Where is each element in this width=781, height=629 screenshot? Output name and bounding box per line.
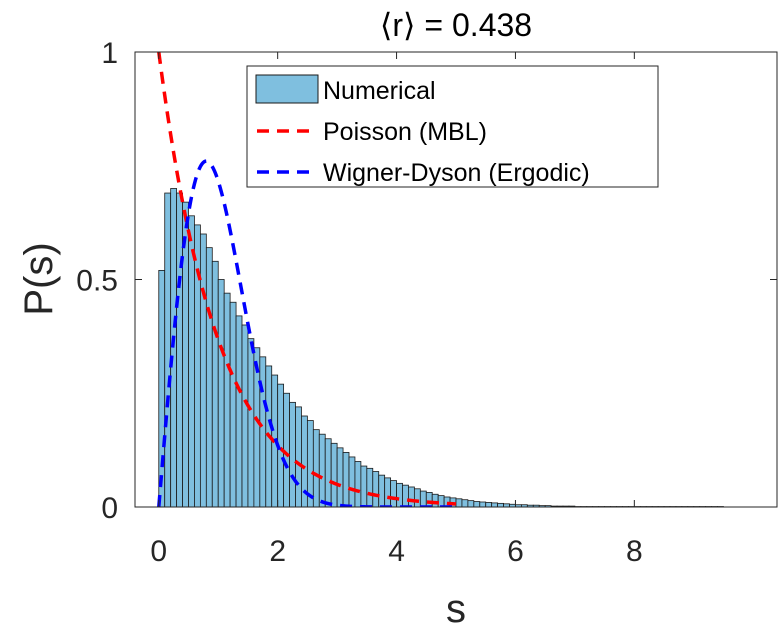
histogram-bar — [378, 474, 386, 508]
histogram-bar — [425, 492, 433, 508]
curves — [157, 52, 457, 507]
y-axis-label: P(s) — [17, 242, 61, 315]
poisson-curve — [157, 52, 457, 506]
histogram-bar — [229, 301, 237, 508]
histogram-bar — [194, 224, 201, 508]
histogram-bar — [247, 338, 255, 508]
histogram-bar — [289, 401, 296, 508]
x-tick-label: 4 — [388, 535, 405, 568]
x-tick-label: 2 — [269, 535, 286, 568]
y-tick-label: 0 — [101, 492, 118, 525]
histogram-bar — [413, 488, 421, 508]
y-tick-label: 1 — [101, 37, 118, 70]
histogram-bar — [199, 233, 207, 508]
histogram-bar — [324, 438, 332, 508]
histogram-bar — [295, 406, 302, 508]
histogram-bar — [372, 471, 380, 508]
legend-label-poisson: Poisson (MBL) — [323, 118, 487, 146]
histogram-bar — [461, 499, 469, 508]
x-axis-ticks: 0 2 4 6 8 — [150, 52, 643, 568]
y-axis-ticks: 00.51 — [76, 37, 777, 525]
histogram-bar — [431, 493, 439, 508]
histogram-bar — [164, 192, 172, 508]
histogram-bar — [384, 477, 392, 508]
x-tick-label: 6 — [507, 535, 524, 568]
histogram-bar — [360, 465, 368, 508]
histogram-bar — [235, 315, 243, 508]
legend: Numerical Poisson (MBL) Wigner-Dyson (Er… — [246, 65, 659, 188]
x-tick-label: 8 — [626, 535, 643, 568]
histogram-bar — [158, 269, 166, 508]
legend-label-wigner-dyson: Wigner-Dyson (Ergodic) — [323, 159, 590, 187]
histogram-bar — [479, 501, 487, 508]
x-axis-label: s — [446, 587, 466, 629]
histogram-bar — [259, 356, 267, 508]
histogram-bar — [491, 502, 499, 508]
histogram-bar — [497, 502, 504, 508]
histogram-bar — [419, 490, 427, 508]
histogram-bar — [217, 279, 225, 508]
histogram-bar — [390, 480, 397, 508]
x-tick-label: 0 — [150, 535, 167, 568]
histogram-bar — [241, 324, 249, 508]
histogram-bar — [330, 442, 338, 508]
legend-swatch-numerical — [255, 74, 319, 104]
histogram-bar — [354, 461, 362, 508]
histogram-bar — [408, 486, 415, 508]
histogram-bar — [342, 451, 350, 508]
histogram-bar — [170, 188, 178, 508]
histogram-bar — [211, 260, 219, 508]
histogram-bar — [396, 482, 403, 508]
histogram-bar — [455, 498, 463, 508]
legend-label-numerical: Numerical — [323, 77, 436, 105]
histogram-bar — [176, 192, 183, 508]
histogram-bar — [318, 433, 326, 508]
histogram-bar — [336, 447, 344, 508]
histogram-bar — [366, 467, 374, 508]
histogram-bar — [467, 500, 475, 508]
histogram-bar — [348, 456, 356, 508]
histogram-bar — [205, 247, 213, 508]
y-tick-label: 0.5 — [76, 265, 118, 298]
histogram-bar — [312, 429, 320, 508]
histogram-bar — [473, 501, 481, 508]
histogram-bar — [485, 502, 493, 508]
wigner-dyson-curve — [157, 159, 456, 507]
histogram-bar — [223, 292, 231, 508]
histogram-bar — [402, 484, 409, 508]
chart-title: ⟨r⟩ = 0.438 — [380, 7, 532, 43]
